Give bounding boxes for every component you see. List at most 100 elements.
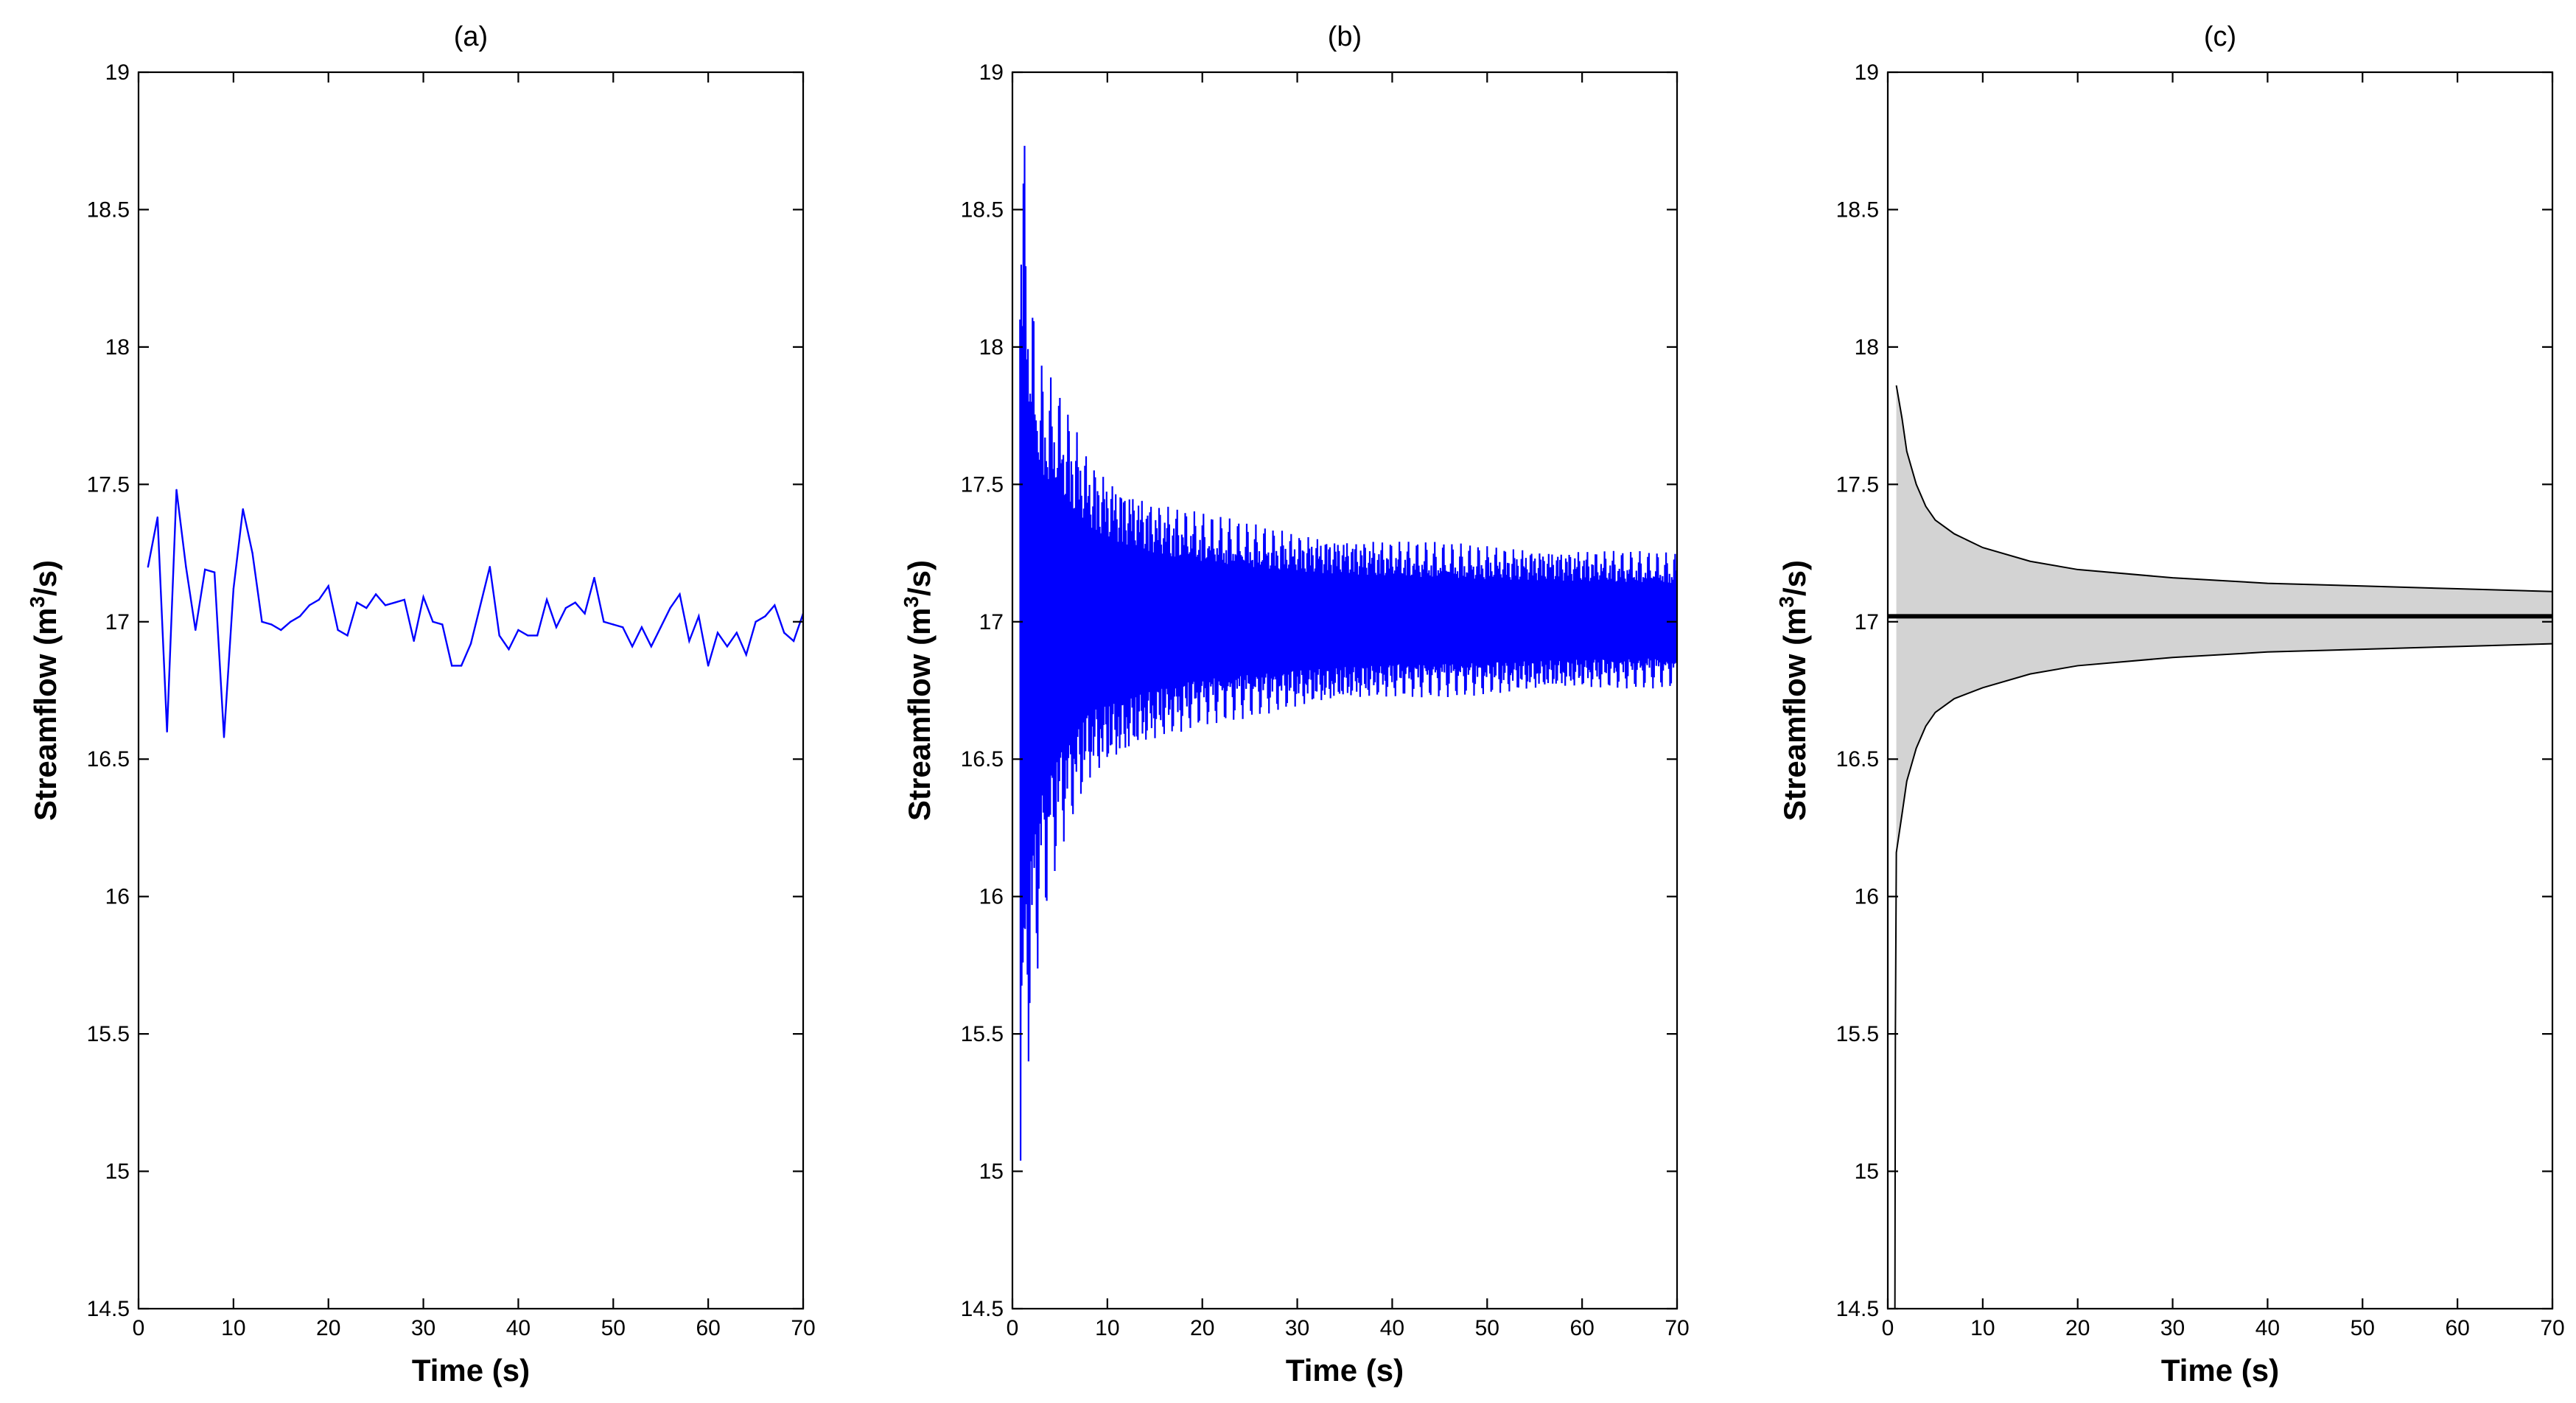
chart-panel-2: 0 10 20 30 40 50 60 70 14.5 15 15.5 16 16.5 17 17.5 18 1…	[900, 21, 1690, 1388]
x-tick-label: 20	[1190, 1316, 1214, 1340]
data-point	[346, 634, 349, 637]
y-axis-title: Streamflow (m3/s)	[26, 560, 63, 821]
data-point	[536, 634, 539, 637]
data-point	[584, 612, 586, 615]
y-tick-label: 16	[105, 885, 130, 909]
data-point	[716, 631, 719, 634]
data-point	[195, 629, 197, 631]
data-point	[764, 615, 766, 617]
data-point	[289, 620, 292, 623]
y-tick-label: 18.5	[961, 197, 1004, 222]
data-point	[735, 631, 738, 634]
y-tick-label: 16	[1855, 885, 1879, 909]
data-point	[669, 606, 671, 609]
x-tick-label: 30	[411, 1316, 435, 1340]
y-tick-label: 17	[979, 610, 1004, 634]
y-axis-title-superscript: 3	[1775, 596, 1798, 608]
data-point	[603, 620, 605, 623]
x-tick-label: 50	[601, 1316, 626, 1340]
data-point	[574, 601, 576, 603]
axes-frame	[137, 71, 805, 1310]
x-tick-label: 0	[133, 1316, 145, 1340]
data-point	[755, 620, 757, 623]
x-tick-label: 30	[1285, 1316, 1309, 1340]
data-point	[564, 606, 567, 609]
x-tick-label: 30	[2160, 1316, 2185, 1340]
y-tick-label: 15	[979, 1160, 1004, 1184]
panel-title: (b)	[1328, 21, 1362, 52]
data-point	[792, 640, 795, 643]
y-tick-label: 18	[979, 335, 1004, 360]
data-point	[204, 568, 206, 571]
data-point	[242, 508, 244, 511]
data-point	[621, 626, 624, 629]
data-point	[327, 585, 329, 587]
y-tick-label: 15	[1855, 1160, 1879, 1184]
y-axis-title-prefix: Streamflow (m	[1777, 608, 1812, 821]
y-tick-label: 17.5	[1836, 472, 1879, 497]
y-tick-label: 18	[1855, 335, 1879, 360]
data-point	[384, 604, 387, 606]
x-axis-title: Time (s)	[2161, 1353, 2279, 1388]
data-point	[517, 629, 519, 631]
data-point	[698, 615, 700, 617]
x-tick-label: 40	[2255, 1316, 2280, 1340]
x-tick-label: 10	[1970, 1316, 1995, 1340]
data-point	[403, 598, 405, 601]
streamflow-oscillation-series	[1019, 145, 1677, 1161]
x-tick-label: 40	[1380, 1316, 1404, 1340]
data-point	[413, 640, 415, 643]
upper-bound-line	[1895, 385, 2552, 592]
x-axis-title: Time (s)	[1286, 1353, 1404, 1388]
y-tick-label: 17	[1855, 610, 1879, 634]
y-tick-label: 17.5	[961, 472, 1004, 497]
data-point	[451, 665, 453, 667]
data-point	[479, 604, 482, 606]
y-axis-title-suffix: /s)	[1777, 560, 1812, 596]
x-tick-label: 70	[1665, 1316, 1689, 1340]
x-tick-label: 0	[1882, 1316, 1894, 1340]
data-point	[393, 601, 396, 603]
axes-frame	[1886, 71, 2554, 1310]
y-axis-title: Streamflow (m3/s)	[1775, 560, 1812, 821]
data-point	[270, 623, 273, 626]
data-point	[185, 566, 187, 568]
data-point	[489, 566, 491, 568]
y-tick-label: 16.5	[1836, 747, 1879, 772]
data-point	[308, 604, 311, 606]
y-tick-label: 18	[105, 335, 130, 360]
y-tick-label: 14.5	[1836, 1297, 1879, 1321]
x-tick-label: 0	[1007, 1316, 1019, 1340]
y-axis-title-prefix: Streamflow (m	[28, 608, 63, 821]
y-tick-label: 19	[105, 60, 130, 85]
data-point	[175, 489, 178, 491]
y-tick-label: 15.5	[961, 1022, 1004, 1046]
data-point	[527, 634, 529, 637]
data-point	[460, 665, 463, 667]
y-tick-label: 16.5	[87, 747, 130, 772]
y-axis-title-suffix: /s)	[28, 560, 63, 596]
data-point	[688, 640, 690, 643]
chart-panel-3: 0 10 20 30 40 50 60 70 14.5 15 15.5 16 16.5 17 17.5 18 1…	[1775, 21, 2565, 1388]
data-point	[498, 634, 500, 637]
data-point	[783, 631, 785, 634]
data-point	[631, 645, 634, 648]
data-point	[726, 645, 729, 648]
y-tick-label: 17.5	[87, 472, 130, 497]
data-point	[166, 730, 168, 733]
data-point	[213, 571, 216, 573]
x-tick-label: 20	[316, 1316, 340, 1340]
y-tick-label: 14.5	[961, 1297, 1004, 1321]
y-tick-label: 17	[105, 610, 130, 634]
data-point	[640, 626, 643, 629]
data-point	[356, 601, 358, 603]
x-tick-label: 60	[2445, 1316, 2469, 1340]
y-tick-label: 18.5	[87, 197, 130, 222]
data-point	[318, 598, 321, 601]
data-point	[612, 623, 615, 626]
data-point	[432, 620, 434, 623]
x-tick-label: 50	[2351, 1316, 2375, 1340]
y-axis-title: Streamflow (m3/s)	[900, 560, 937, 821]
x-tick-label: 70	[2540, 1316, 2564, 1340]
y-tick-label: 15.5	[87, 1022, 130, 1046]
